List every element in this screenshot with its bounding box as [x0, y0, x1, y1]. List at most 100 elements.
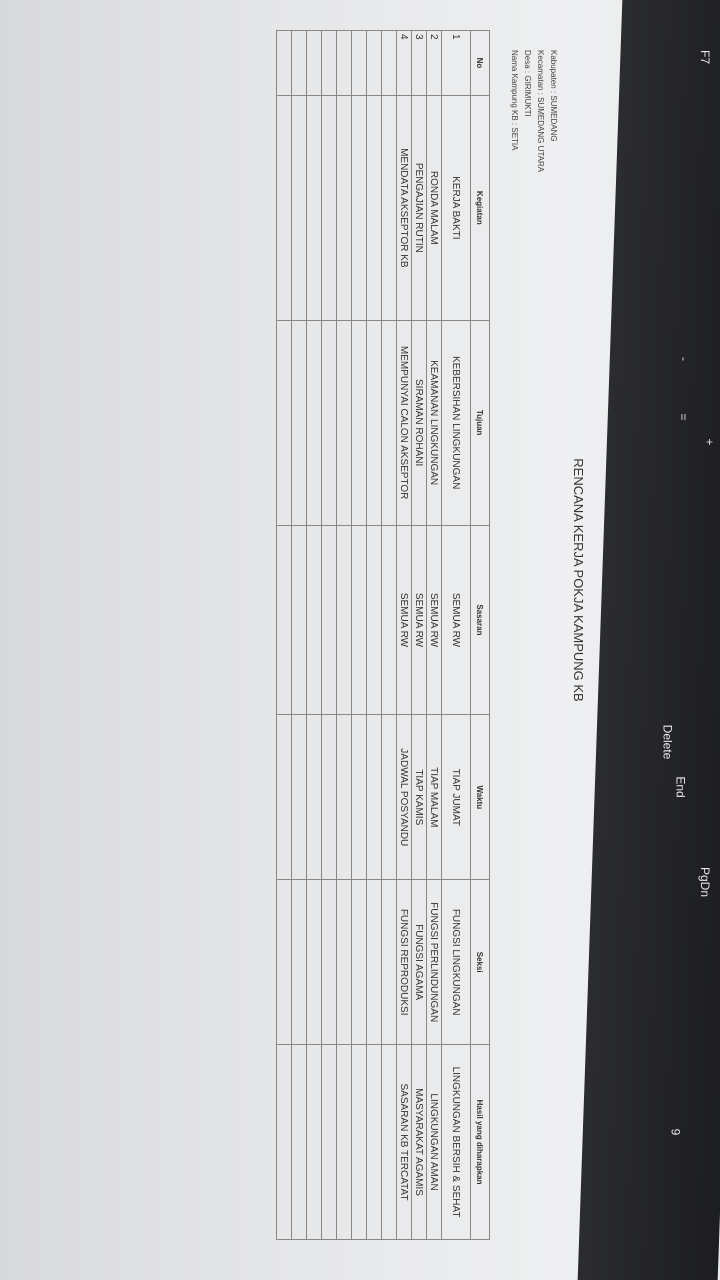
- table-cell: MENDATA AKSEPTOR KB: [396, 95, 412, 321]
- empty-cell: [336, 525, 352, 715]
- empty-cell: [336, 1044, 352, 1240]
- table-cell: SEMUA RW: [426, 525, 442, 715]
- empty-cell: [381, 30, 397, 96]
- empty-cell: [306, 525, 322, 715]
- empty-cell: [351, 1044, 367, 1240]
- empty-cell: [366, 879, 382, 1045]
- empty-cell: [276, 320, 292, 526]
- table-cell: JADWAL POSYANDU: [396, 714, 412, 880]
- empty-cell: [366, 525, 382, 715]
- empty-cell: [276, 714, 292, 880]
- header-hasil: Hasil yang diharapkan: [470, 1044, 490, 1240]
- table-cell: SEMUA RW: [411, 525, 427, 715]
- table-cell: 1: [441, 30, 471, 96]
- header-seksi: Seksi: [470, 879, 490, 1045]
- header-no: No: [470, 30, 490, 96]
- info-kabupaten: Kabupaten : SUMEDANG: [549, 50, 558, 142]
- empty-cell: [336, 30, 352, 96]
- table-cell: TIAP MALAM: [426, 714, 442, 880]
- table-cell: TIAP KAMIS: [411, 714, 427, 880]
- document-page: RENCANA KERJA POKJA KAMPUNG KB Kabupaten…: [40, 30, 600, 1240]
- empty-cell: [291, 879, 307, 1045]
- key-plus: +: [702, 438, 717, 446]
- table-cell: KERJA BAKTI: [441, 95, 471, 321]
- key-equals: =: [676, 413, 691, 421]
- key-end: End: [673, 776, 688, 798]
- empty-table-row: [306, 30, 322, 1240]
- table-row: 4 MENDATA AKSEPTOR KB MEMPUNYAI CALON AKSE…: [396, 30, 412, 1240]
- empty-cell: [351, 879, 367, 1045]
- empty-cell: [336, 320, 352, 526]
- table-cell: KEBERSIHAN LINGKUNGAN: [441, 320, 471, 526]
- info-kampung: Nama Kampung KB : SETIA: [510, 50, 519, 151]
- empty-cell: [321, 30, 337, 96]
- empty-cell: [291, 320, 307, 526]
- empty-cell: [321, 320, 337, 526]
- key-9: 9: [668, 1128, 683, 1136]
- empty-cell: [321, 879, 337, 1045]
- empty-cell: [381, 95, 397, 321]
- empty-cell: [366, 30, 382, 96]
- empty-cell: [351, 30, 367, 96]
- table-cell: FUNGSI PERLINDUNGAN: [426, 879, 442, 1045]
- empty-cell: [276, 879, 292, 1045]
- table-cell: LINGKUNGAN AMAN: [426, 1044, 442, 1240]
- table-cell: FUNGSI REPRODUKSI: [396, 879, 412, 1045]
- header-tujuan: Tujuan: [470, 320, 490, 526]
- header-kegiatan: Kegiatan: [470, 95, 490, 321]
- table-cell: 2: [426, 30, 442, 96]
- empty-cell: [366, 95, 382, 321]
- header-waktu: Waktu: [470, 714, 490, 880]
- empty-cell: [306, 714, 322, 880]
- empty-cell: [321, 714, 337, 880]
- table-cell: LINGKUNGAN BERSIH & SEHAT: [441, 1044, 471, 1240]
- key-delete: Delete: [660, 724, 675, 760]
- table-cell: MASYARAKAT AGAMIS: [411, 1044, 427, 1240]
- empty-table-row: [336, 30, 352, 1240]
- info-kecamatan: Kecamatan : SUMEDANG UTARA: [536, 50, 545, 173]
- table-cell: MEMPUNYAI CALON AKSEPTOR: [396, 320, 412, 526]
- table-header-row: No Kegiatan Tujuan Sasaran Waktu Seksi H…: [470, 30, 490, 1240]
- empty-cell: [381, 1044, 397, 1240]
- table-cell: SIRAMAN ROHANI: [411, 320, 427, 526]
- empty-cell: [351, 320, 367, 526]
- empty-cell: [306, 1044, 322, 1240]
- table-cell: PENGAJIAN RUTIN: [411, 95, 427, 321]
- table-cell: 3: [411, 30, 427, 96]
- empty-cell: [276, 30, 292, 96]
- document-title: RENCANA KERJA POKJA KAMPUNG KB: [571, 458, 586, 702]
- empty-cell: [306, 879, 322, 1045]
- empty-table-row: [276, 30, 292, 1240]
- table-cell: TIAP JUMAT: [441, 714, 471, 880]
- empty-cell: [276, 95, 292, 321]
- table-cell: SEMUA RW: [396, 525, 412, 715]
- table-cell: SASARAN KB TERCATAT: [396, 1044, 412, 1240]
- empty-table-row: [321, 30, 337, 1240]
- empty-cell: [336, 714, 352, 880]
- empty-cell: [336, 879, 352, 1045]
- table-cell: KEAMANAN LINGKUNGAN: [426, 320, 442, 526]
- table-row: 3 PENGAJIAN RUTIN SIRAMAN ROHANI SEMUA RW TI…: [411, 30, 427, 1240]
- key-f7: F7: [698, 49, 713, 65]
- empty-cell: [366, 320, 382, 526]
- table-cell: FUNGSI LINGKUNGAN: [441, 879, 471, 1045]
- empty-cell: [381, 714, 397, 880]
- empty-cell: [291, 1044, 307, 1240]
- empty-cell: [381, 879, 397, 1045]
- empty-cell: [351, 95, 367, 321]
- empty-cell: [321, 1044, 337, 1240]
- empty-cell: [291, 95, 307, 321]
- table-row: 2 RONDA MALAM KEAMANAN LINGKUNGAN SEMUA RW T…: [426, 30, 442, 1240]
- work-plan-table: No Kegiatan Tujuan Sasaran Waktu Seksi H…: [276, 30, 490, 1240]
- empty-table-row: [381, 30, 397, 1240]
- empty-cell: [306, 320, 322, 526]
- key-pgdn: PgDn: [698, 866, 713, 898]
- empty-cell: [321, 525, 337, 715]
- empty-cell: [276, 525, 292, 715]
- empty-cell: [291, 525, 307, 715]
- empty-cell: [291, 30, 307, 96]
- empty-cell: [306, 95, 322, 321]
- table-cell: SEMUA RW: [441, 525, 471, 715]
- document-info: Kabupaten : SUMEDANG Kecamatan : SUMEDAN…: [508, 50, 560, 172]
- table-cell: 4: [396, 30, 412, 96]
